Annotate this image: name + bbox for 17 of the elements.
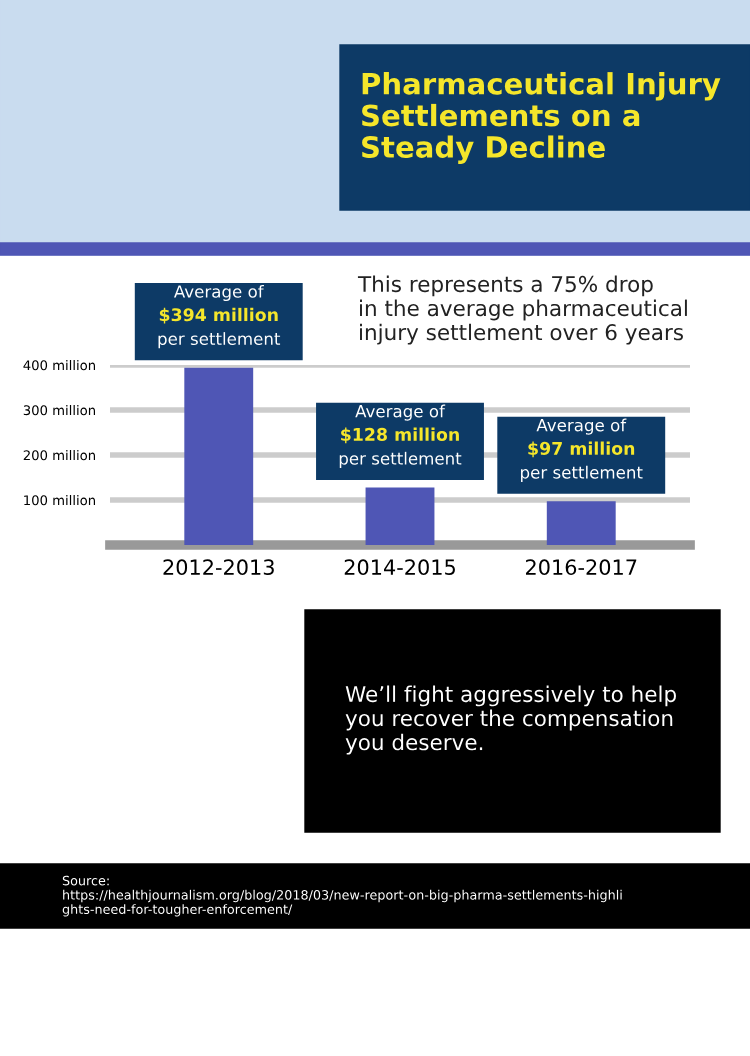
y-tick-label: 300 million [23,404,95,416]
chart-title: Pharmaceutical Injury Settlements on a Steady Decline [362,72,721,164]
source-note: Source: https://healthjournalism.org/blog/2018/03/new-report-on-big-pharma-settlements-highli ghts-need-for-tougher-enforcement/ [62,875,622,917]
text: This represents a 75% drop in the average pharmaceutical injury settlement over 6 years [357,275,687,345]
text: We’ll fight aggressively to help you recover the compensation you deserve. [345,685,676,755]
bar [546,501,616,545]
x-tick-label: 2014-2015 [344,559,455,576]
y-tick-label: 200 million [23,449,95,461]
y-tick-label: 400 million [23,359,95,371]
bar [365,487,435,545]
data-label: Average of $97 million per settlement [521,418,643,482]
y-tick-label: 100 million [24,494,95,506]
data-label: Average of $394 million per settlement [158,284,281,349]
x-tick-label: 2016-2017 [526,559,637,576]
data-label: Average of $128 million per settlement [339,404,462,468]
x-tick-label: 2012-2013 [163,559,274,576]
bar [184,367,254,545]
